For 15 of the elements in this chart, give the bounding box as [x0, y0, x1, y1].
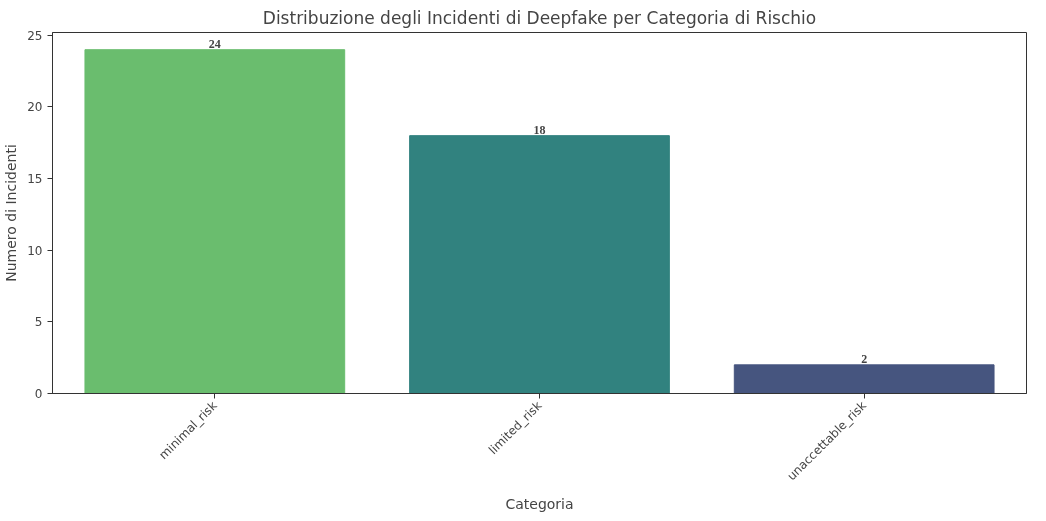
y-tick-label: 10 — [27, 243, 43, 258]
data-label: 2 — [861, 351, 868, 366]
y-tick-label: 5 — [34, 315, 43, 330]
y-tick-label: 0 — [34, 387, 43, 401]
y-tick-label: 20 — [27, 100, 43, 115]
y-tick-label: 25 — [27, 28, 43, 43]
data-label: 18 — [533, 122, 546, 137]
x-axis-title: Categoria — [505, 496, 574, 513]
y-tick-label: 15 — [27, 172, 43, 187]
chart-title: Distribuzione degli Incidenti di Deepfake per Categoria di Rischio — [262, 7, 817, 28]
bar — [733, 364, 995, 394]
bar — [84, 49, 346, 394]
bar — [409, 135, 670, 394]
data-label: 24 — [208, 36, 221, 51]
y-axis-title: Numero di Incidenti — [3, 144, 20, 282]
